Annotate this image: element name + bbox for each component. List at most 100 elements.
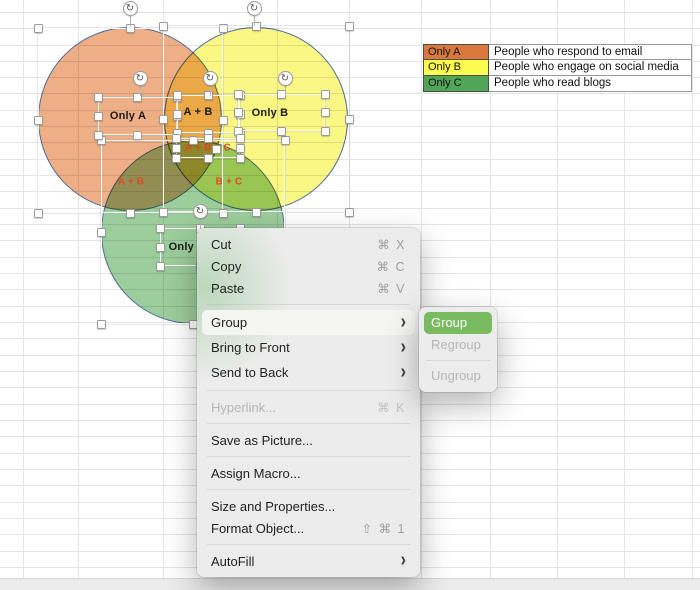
menu-item-size-and-properties[interactable]: Size and Properties... (197, 495, 420, 517)
selection-handle[interactable] (155, 261, 165, 271)
selection-handle[interactable] (204, 90, 213, 100)
rotation-stem (200, 218, 201, 229)
selection-handle[interactable] (251, 21, 261, 31)
gridline (421, 0, 422, 578)
selection-handle[interactable] (233, 108, 243, 117)
submenu-item-group[interactable]: Group (424, 312, 492, 334)
venn-label[interactable]: B + C (215, 176, 243, 188)
menu-item-autofill[interactable]: AutoFill › (197, 550, 420, 572)
legend-row: Only A People who respond to email (423, 44, 692, 60)
menu-separator (207, 304, 410, 305)
selection-handle[interactable] (235, 133, 245, 143)
menu-item-cut[interactable]: Cut ⌘ X (197, 233, 420, 255)
venn-label[interactable]: A + B (117, 176, 145, 188)
menu-item-group[interactable]: Group › (202, 310, 415, 335)
selection-handle[interactable] (235, 153, 245, 163)
selection-handle[interactable] (93, 130, 103, 140)
legend-cell-only-a[interactable]: Only A (423, 44, 489, 60)
selection-handle[interactable] (344, 21, 354, 31)
legend-cell-only-c[interactable]: Only C (423, 75, 489, 92)
legend-desc-only-b[interactable]: People who engage on social media (489, 59, 692, 76)
venn-label[interactable]: A + B (183, 106, 213, 118)
menu-item-label: Format Object... (211, 520, 305, 536)
selection-handle[interactable] (320, 89, 330, 99)
venn-label[interactable]: A + B + C (185, 142, 231, 154)
menu-item-copy[interactable]: Copy ⌘ C (197, 255, 420, 277)
selection-handle[interactable] (158, 21, 168, 31)
selection-handle[interactable] (172, 90, 182, 100)
selection-handle[interactable] (96, 227, 106, 237)
selection-handle[interactable] (320, 108, 330, 117)
rotation-handle-icon[interactable]: ↻ (132, 70, 148, 86)
menu-separator (207, 423, 410, 424)
selection-handle[interactable] (155, 242, 165, 252)
selection-rect (238, 94, 325, 131)
menu-item-bring-to-front[interactable]: Bring to Front › (197, 335, 420, 360)
rotation-handle-icon[interactable]: ↻ (277, 70, 293, 86)
gridline (78, 0, 79, 578)
selection-handle[interactable] (218, 208, 228, 218)
rotation-handle-icon[interactable]: ↻ (122, 0, 138, 16)
gridline (0, 11, 700, 13)
selection-handle[interactable] (280, 135, 290, 145)
selection-rect (98, 97, 177, 135)
selection-handle[interactable] (218, 116, 228, 125)
menu-item-format-object[interactable]: Format Object... ⇧ ⌘ 1 (197, 517, 420, 539)
selection-handle[interactable] (93, 111, 103, 121)
selection-handle[interactable] (33, 116, 43, 125)
rotation-stem (285, 85, 286, 96)
selection-handle[interactable] (320, 126, 330, 136)
selection-handle[interactable] (33, 208, 43, 218)
legend-desc-only-a[interactable]: People who respond to email (489, 44, 692, 60)
menu-separator (207, 489, 410, 490)
venn-label[interactable]: Only A (109, 110, 147, 122)
selection-handle[interactable] (235, 143, 245, 153)
menu-item-label: Cut (211, 236, 232, 252)
selection-handle[interactable] (158, 114, 168, 124)
selection-handle[interactable] (203, 153, 213, 163)
gridline (0, 77, 700, 79)
selection-handle[interactable] (203, 133, 213, 143)
rotation-handle-icon[interactable]: ↻ (202, 70, 218, 86)
selection-handle[interactable] (188, 135, 198, 145)
selection-handle[interactable] (211, 144, 221, 154)
menu-item-save-as-picture[interactable]: Save as Picture... (197, 429, 420, 451)
rotation-stem (130, 15, 131, 26)
selection-handle[interactable] (344, 114, 354, 124)
selection-handle[interactable] (171, 153, 181, 163)
menu-item-label: Send to Back (211, 365, 289, 380)
selection-handle[interactable] (344, 207, 354, 217)
menu-item-paste[interactable]: Paste ⌘ V (197, 277, 420, 299)
menu-item-label: Copy (211, 258, 242, 274)
selection-handle[interactable] (96, 319, 106, 329)
selection-handle[interactable] (277, 126, 286, 136)
rotation-handle-icon[interactable]: ↻ (246, 0, 262, 16)
selection-handle[interactable] (172, 109, 182, 119)
gridline (0, 224, 700, 226)
selection-handle[interactable] (133, 130, 142, 140)
selection-handle[interactable] (233, 89, 243, 99)
legend-desc-only-c[interactable]: People who read blogs (489, 75, 692, 92)
gridline (23, 0, 24, 578)
submenu-item-regroup: Regroup (431, 337, 481, 352)
rotation-handle-icon[interactable]: ↻ (192, 203, 208, 219)
selection-handle[interactable] (171, 143, 181, 153)
selection-handle[interactable] (133, 92, 142, 102)
venn-label[interactable]: Only B (251, 107, 289, 119)
selection-handle[interactable] (33, 23, 43, 33)
selection-handle[interactable] (218, 23, 228, 33)
gridline (490, 0, 491, 578)
venn-label[interactable]: Only C (168, 241, 206, 253)
selection-handle[interactable] (155, 223, 165, 233)
legend-cell-only-b[interactable]: Only B (423, 59, 489, 76)
selection-handle[interactable] (158, 207, 168, 217)
selection-handle[interactable] (171, 133, 181, 143)
menu-shortcut: ⌘ K (377, 400, 406, 415)
chevron-right-icon: › (400, 549, 406, 571)
selection-handle[interactable] (251, 207, 261, 217)
selection-handle[interactable] (126, 208, 135, 218)
menu-item-send-to-back[interactable]: Send to Back › (197, 360, 420, 385)
menu-separator (426, 360, 490, 361)
selection-handle[interactable] (93, 92, 103, 102)
menu-item-assign-macro[interactable]: Assign Macro... (197, 462, 420, 484)
